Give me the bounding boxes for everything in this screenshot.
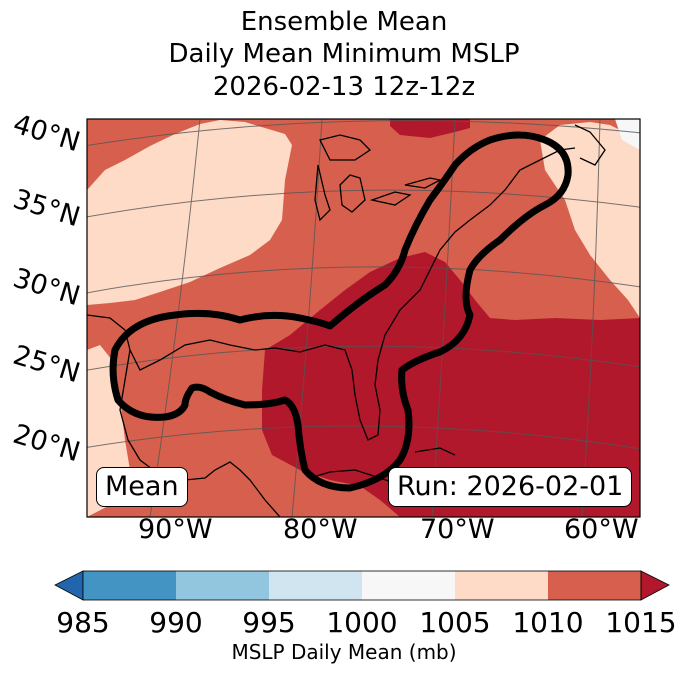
colorbar bbox=[54, 570, 670, 601]
title-line-3: 2026-02-13 12z-12z bbox=[212, 72, 476, 102]
graticule bbox=[87, 119, 640, 517]
title-line-2: Daily Mean Minimum MSLP bbox=[168, 39, 520, 69]
lon-label-60w: 60°W bbox=[564, 514, 639, 545]
colorbar-extend-high bbox=[640, 570, 670, 601]
colorbar-bin-1000-1005 bbox=[362, 571, 455, 600]
field-1000-1005-corner bbox=[615, 119, 640, 150]
colorbar-tick-995: 995 bbox=[242, 606, 296, 639]
lon-label-80w: 80°W bbox=[283, 514, 358, 545]
colorbar-tick-985: 985 bbox=[56, 606, 110, 639]
lon-label-70w: 70°W bbox=[420, 514, 495, 545]
colorbar-tick-1005: 1005 bbox=[419, 606, 491, 639]
colorbar-label: MSLP Daily Mean (mb) bbox=[231, 640, 457, 664]
mean-badge: Mean bbox=[96, 467, 188, 507]
colorbar-tick-1010: 1010 bbox=[512, 606, 584, 639]
field-1015-north bbox=[390, 119, 470, 138]
run-date-badge: Run: 2026-02-01 bbox=[388, 467, 633, 507]
colorbar-tick-990: 990 bbox=[149, 606, 203, 639]
colorbar-bin-985-990 bbox=[83, 571, 176, 600]
colorbar-bin-990-995 bbox=[176, 571, 269, 600]
title-line-1: Ensemble Mean bbox=[240, 7, 448, 37]
lon-label-90w: 90°W bbox=[138, 514, 213, 545]
coastlines bbox=[87, 124, 606, 517]
field-1015-main bbox=[262, 252, 640, 517]
colorbar-tick-1015: 1015 bbox=[605, 606, 677, 639]
colorbar-bin-1010-1015 bbox=[548, 571, 641, 600]
colorbar-extend-low bbox=[54, 570, 84, 601]
colorbar-bin-1005-1010 bbox=[455, 571, 548, 600]
ensemble-contour bbox=[109, 131, 572, 492]
field-1005-1010-northwest bbox=[87, 120, 292, 305]
map-frame bbox=[86, 118, 641, 518]
colorbar-tick-1000: 1000 bbox=[326, 606, 398, 639]
colorbar-bin-995-1000 bbox=[269, 571, 362, 600]
